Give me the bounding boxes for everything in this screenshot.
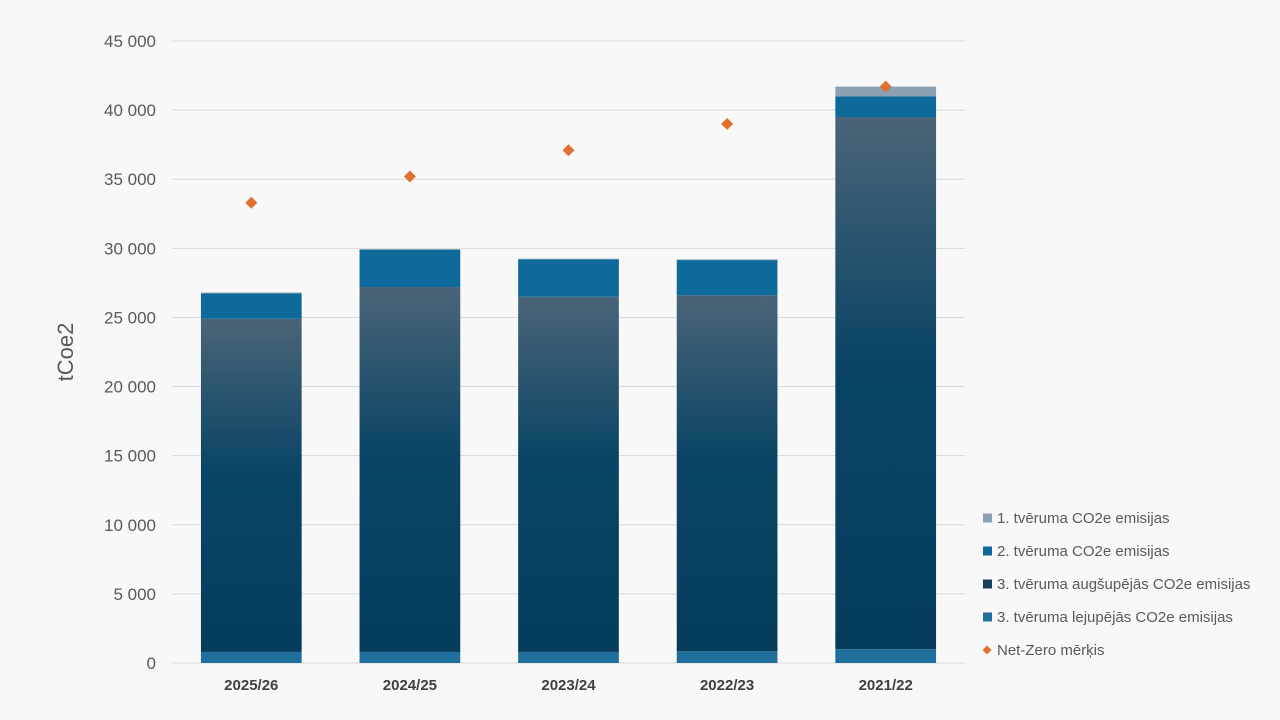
y-tick-label: 45 000 (104, 32, 156, 51)
y-tick-label: 35 000 (104, 170, 156, 189)
x-tick-label: 2021/22 (859, 677, 913, 694)
bar-downstream-segment (359, 651, 461, 663)
legend-label: Net-Zero mērķis (997, 642, 1105, 659)
y-axis-title: tCoe2 (53, 323, 78, 382)
legend-label: 1. tvēruma CO2e emisijas (997, 510, 1170, 527)
bar-scope2-segment (676, 260, 778, 296)
bar-upstream-segment (835, 117, 937, 650)
legend-label: 3. tvēruma augšupējās CO2e emisijas (997, 576, 1250, 593)
bar-scope1-segment (518, 258, 619, 260)
legend-swatch (983, 546, 992, 556)
bar-scope2-segment (200, 293, 302, 319)
bar-downstream-segment (835, 649, 937, 663)
bar-downstream-segment (676, 651, 778, 663)
legend-swatch (982, 645, 992, 655)
bar-scope1-segment (676, 259, 778, 261)
legend-swatch (983, 612, 992, 622)
x-tick-label: 2024/25 (383, 677, 437, 694)
net-zero-marker (721, 117, 734, 130)
bar-scope2-segment (518, 259, 619, 297)
y-tick-label: 10 000 (104, 516, 156, 535)
x-tick-label: 2022/23 (700, 677, 754, 694)
x-tick-label: 2025/26 (224, 677, 278, 694)
bar-upstream-segment (676, 295, 778, 652)
bar-upstream-segment (359, 287, 461, 652)
bar-upstream-segment (518, 296, 619, 652)
legend-swatch (983, 513, 992, 523)
net-zero-marker (562, 144, 575, 157)
legend-label: 3. tvēruma lejupējās CO2e emisijas (997, 609, 1233, 626)
bar-scope1-segment (200, 292, 302, 294)
net-zero-marker (403, 170, 416, 183)
y-tick-label: 5 000 (113, 585, 156, 604)
y-tick-label: 15 000 (104, 447, 156, 466)
x-tick-label: 2023/24 (541, 677, 596, 694)
legend-label: 2. tvēruma CO2e emisijas (997, 543, 1170, 560)
bar-upstream-segment (200, 318, 302, 652)
bar-downstream-segment (518, 651, 619, 663)
y-tick-label: 20 000 (104, 378, 156, 397)
y-tick-label: 0 (147, 654, 156, 673)
bar-scope1-segment (359, 249, 461, 250)
legend-swatch (983, 579, 992, 589)
net-zero-marker (879, 80, 892, 93)
bar-scope2-segment (835, 96, 937, 118)
bar-downstream-segment (200, 651, 302, 663)
y-tick-label: 25 000 (104, 308, 156, 327)
net-zero-marker (245, 196, 258, 209)
y-tick-label: 40 000 (104, 101, 156, 120)
y-tick-label: 30 000 (104, 239, 156, 258)
bar-scope2-segment (359, 249, 461, 288)
